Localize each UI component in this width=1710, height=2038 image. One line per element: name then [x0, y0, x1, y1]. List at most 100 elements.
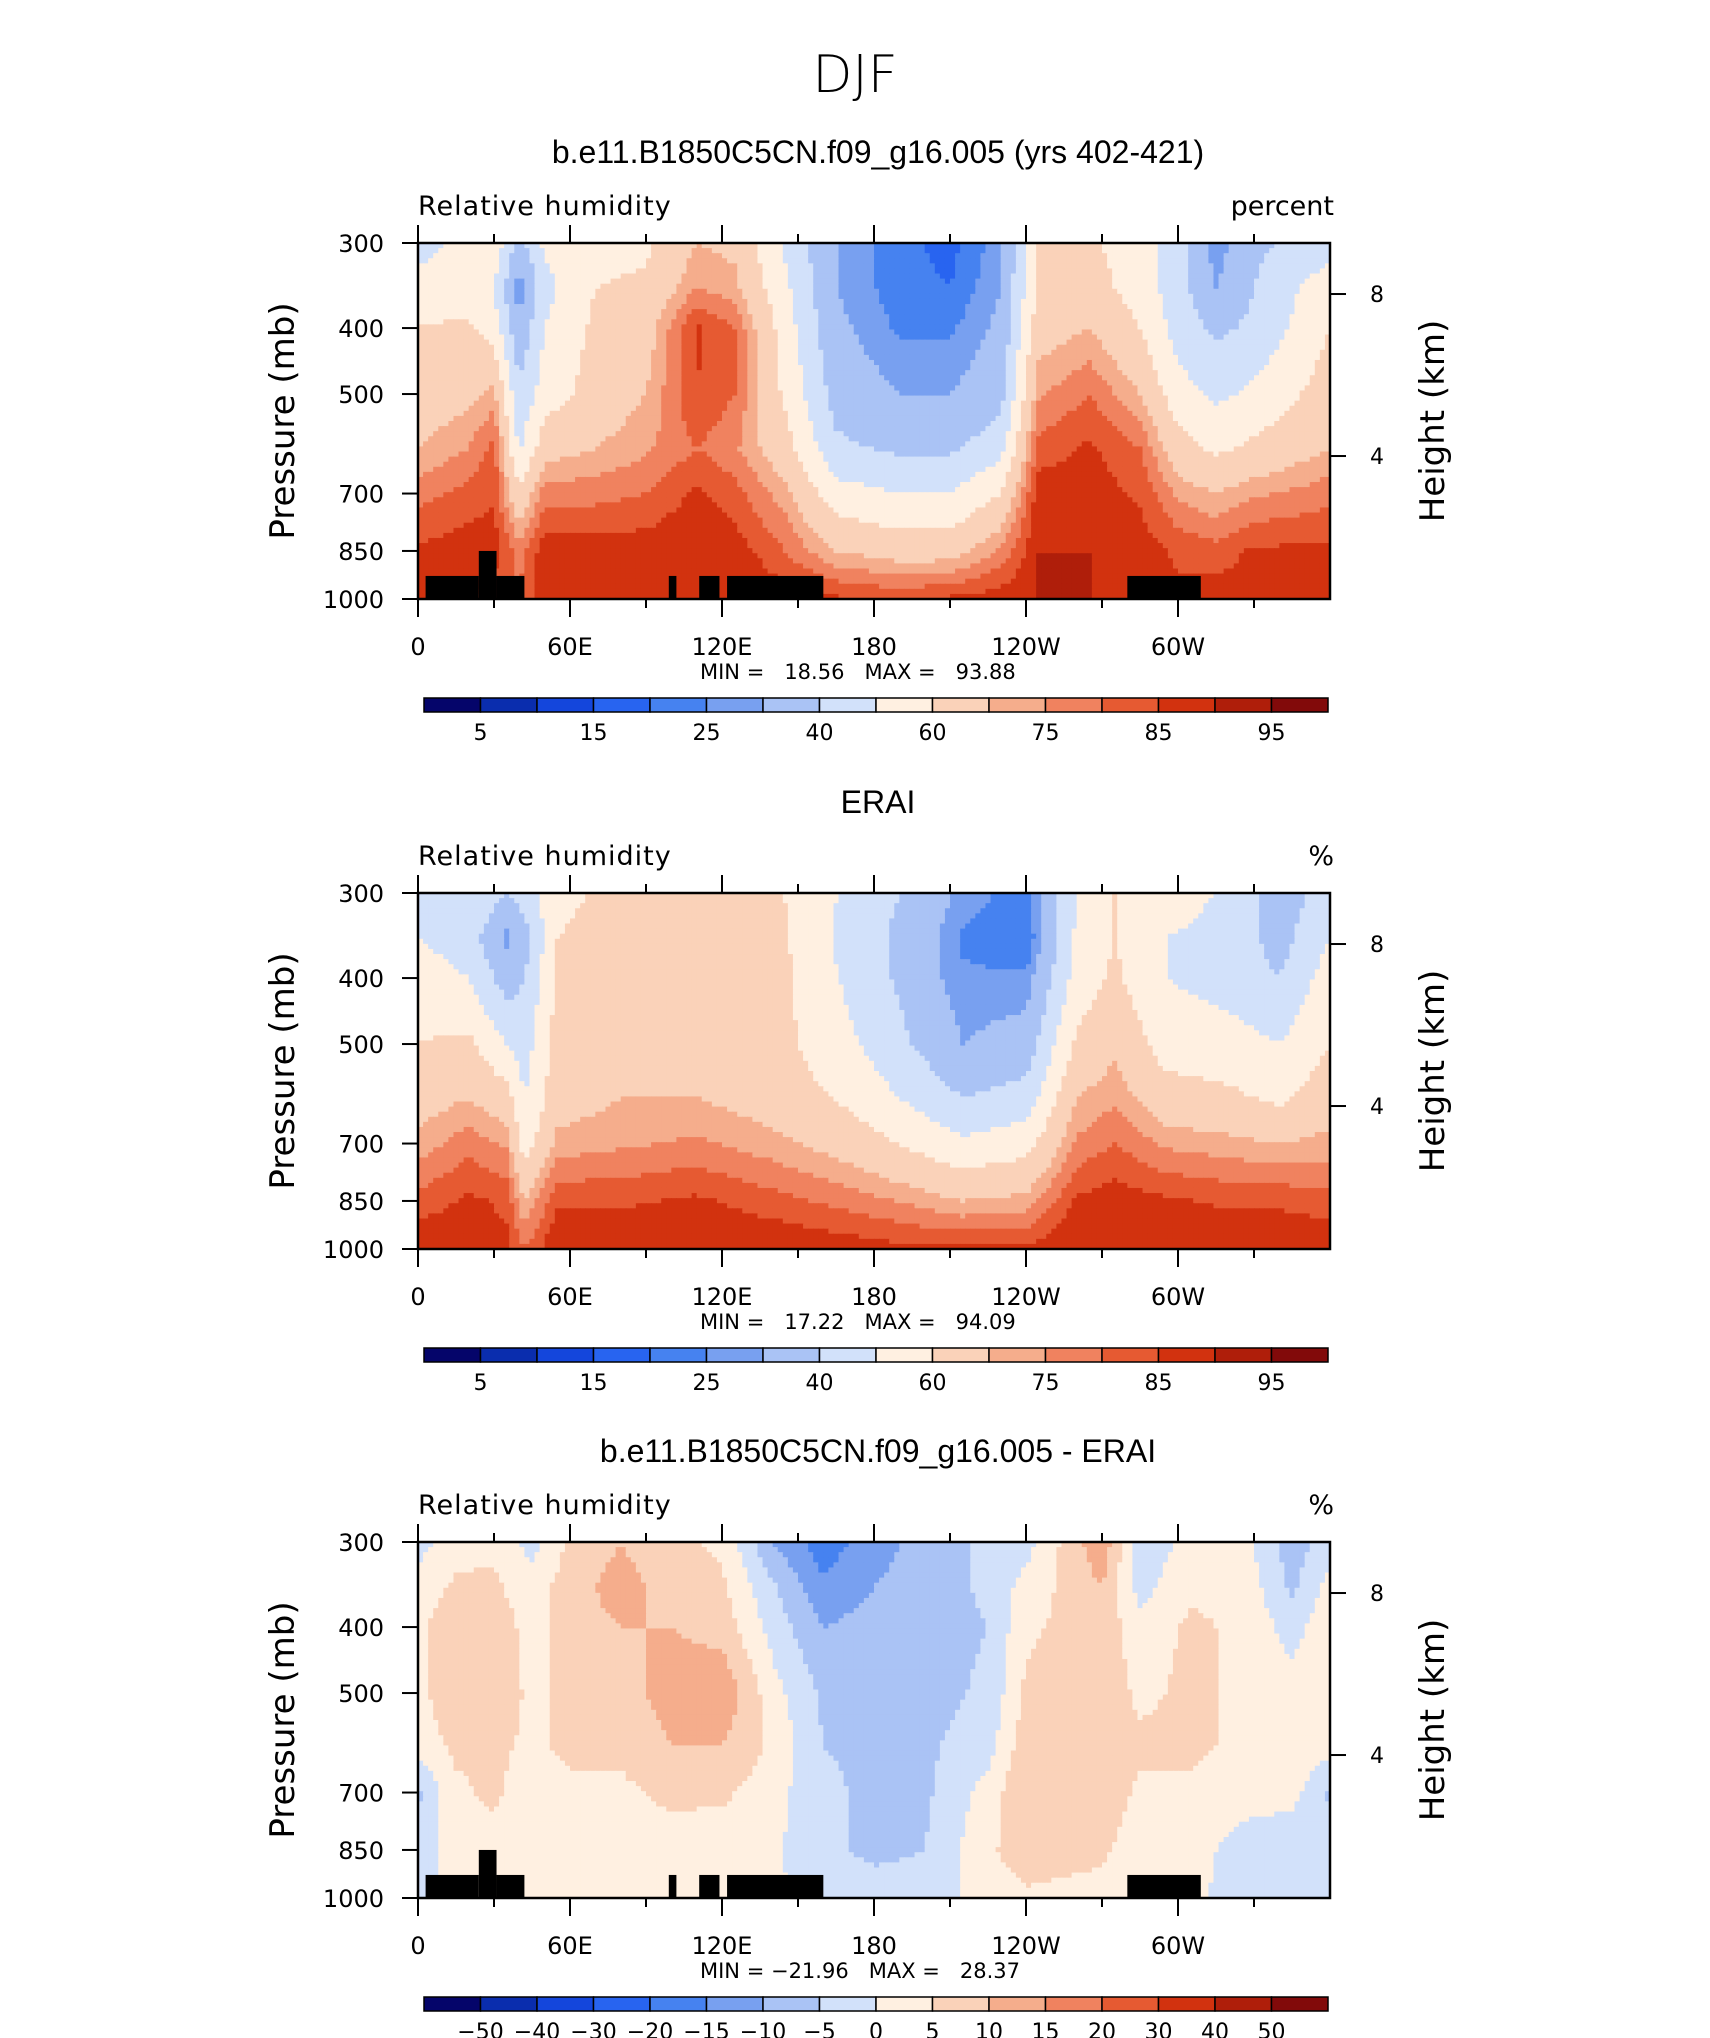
- contour-cell: [1016, 253, 1022, 259]
- contour-cell: [651, 309, 657, 315]
- contour-cell: [945, 319, 951, 325]
- contour-cell: [864, 279, 870, 285]
- contour-cell: [1168, 268, 1174, 274]
- contour-cell: [535, 360, 541, 366]
- contour-cell: [727, 365, 733, 371]
- contour-cell: [828, 365, 834, 371]
- contour-cell: [1224, 263, 1230, 269]
- contour-cell: [1183, 329, 1189, 335]
- contour-cell: [930, 294, 936, 300]
- contour-cell: [884, 309, 890, 315]
- contour-cell: [1031, 350, 1037, 356]
- contour-cell: [1132, 284, 1138, 290]
- contour-cell: [1006, 263, 1012, 269]
- contour-cell: [1011, 299, 1017, 305]
- contour-cell: [489, 335, 495, 341]
- contour-cell: [839, 289, 845, 295]
- contour-cell: [737, 350, 743, 356]
- contour-cell: [768, 335, 774, 341]
- contour-cell: [1259, 314, 1265, 320]
- contour-cell: [448, 319, 454, 325]
- contour-cell: [580, 253, 586, 259]
- contour-cell: [1097, 258, 1103, 264]
- contour-cell: [1122, 329, 1128, 335]
- contour-cell: [687, 253, 693, 259]
- contour-cell: [915, 274, 921, 280]
- contour-cell: [433, 314, 439, 320]
- contour-cell: [438, 350, 444, 356]
- contour-cell: [489, 329, 495, 335]
- contour-cell: [1026, 355, 1032, 361]
- contour-cell: [509, 370, 515, 376]
- contour-cell: [798, 355, 804, 361]
- contour-cell: [1148, 304, 1154, 310]
- contour-cell: [671, 345, 677, 351]
- contour-cell: [920, 284, 926, 290]
- contour-cell: [1234, 253, 1240, 259]
- contour-cell: [747, 304, 753, 310]
- contour-cell: [448, 335, 454, 341]
- contour-cell: [616, 284, 622, 290]
- contour-cell: [661, 350, 667, 356]
- contour-cell: [1203, 335, 1209, 341]
- contour-cell: [1234, 324, 1240, 330]
- contour-cell: [1289, 319, 1295, 325]
- contour-cell: [1203, 365, 1209, 371]
- contour-cell: [1203, 350, 1209, 356]
- contour-cell: [661, 279, 667, 285]
- contour-cell: [859, 365, 865, 371]
- contour-cell: [469, 350, 475, 356]
- contour-cell: [1289, 268, 1295, 274]
- contour-cell: [676, 253, 682, 259]
- contour-cell: [509, 345, 515, 351]
- contour-cell: [1178, 284, 1184, 290]
- contour-cell: [793, 294, 799, 300]
- contour-cell: [661, 268, 667, 274]
- contour-cell: [474, 329, 480, 335]
- contour-cell: [920, 360, 926, 366]
- contour-cell: [763, 345, 769, 351]
- contour-cell: [423, 370, 429, 376]
- contour-cell: [793, 360, 799, 366]
- contour-cell: [636, 329, 642, 335]
- contour-cell: [1219, 319, 1225, 325]
- contour-cell: [915, 309, 921, 315]
- contour-cell: [970, 355, 976, 361]
- contour-cell: [621, 268, 627, 274]
- contour-cell: [1274, 355, 1280, 361]
- contour-cell: [636, 289, 642, 295]
- contour-cell: [641, 319, 647, 325]
- contour-cell: [1127, 299, 1133, 305]
- contour-cell: [1001, 324, 1007, 330]
- contour-cell: [687, 314, 693, 320]
- contour-cell: [778, 324, 784, 330]
- contour-cell: [1051, 355, 1057, 361]
- contour-cell: [1102, 299, 1108, 305]
- contour-cell: [1067, 289, 1073, 295]
- contour-cell: [833, 248, 839, 254]
- contour-cell: [1295, 350, 1301, 356]
- contour-cell: [940, 299, 946, 305]
- contour-cell: [930, 274, 936, 280]
- contour-cell: [524, 248, 530, 254]
- contour-cell: [570, 284, 576, 290]
- contour-cell: [666, 355, 672, 361]
- contour-cell: [611, 258, 617, 264]
- contour-cell: [433, 319, 439, 325]
- contour-cell: [1158, 253, 1164, 259]
- contour-cell: [884, 248, 890, 254]
- contour-cell: [636, 360, 642, 366]
- contour-cell: [839, 274, 845, 280]
- contour-cell: [783, 268, 789, 274]
- contour-cell: [692, 279, 698, 285]
- contour-cell: [1097, 304, 1103, 310]
- contour-cell: [494, 309, 500, 315]
- contour-cell: [1239, 268, 1245, 274]
- contour-cell: [1006, 304, 1012, 310]
- contour-cell: [1254, 299, 1260, 305]
- contour-cell: [752, 355, 758, 361]
- contour-cell: [1193, 360, 1199, 366]
- contour-cell: [1315, 268, 1321, 274]
- contour-cell: [793, 248, 799, 254]
- contour-cell: [1092, 324, 1098, 330]
